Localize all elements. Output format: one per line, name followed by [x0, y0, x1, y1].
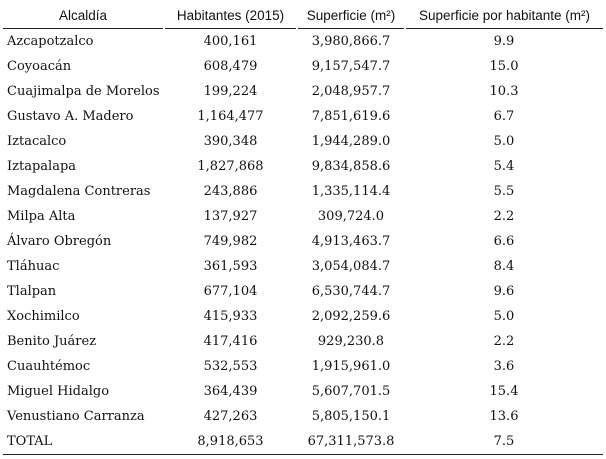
table-row: Iztacalco 390,348 1,944,289.0 5.0	[3, 129, 603, 154]
superficie-por-habitante-cell: 9.9	[493, 34, 515, 49]
superficie-por-habitante-cell: 5.4	[493, 159, 515, 174]
habitantes-cell: 243,886	[203, 184, 258, 199]
superficie-cell: 3,054,084.7	[311, 259, 391, 274]
total-alcaldia-cell: TOTAL	[3, 429, 164, 455]
superficie-cell: 9,157,547.7	[311, 59, 391, 74]
habitantes-cell: 1,164,477	[197, 109, 264, 124]
total-row: TOTAL 8,918,653 67,311,573.8 7.5	[3, 429, 603, 455]
alcaldia-cell: Álvaro Obregón	[7, 234, 112, 249]
alcaldia-cell: Venustiano Carranza	[7, 409, 145, 424]
superficie-cell: 9,834,858.6	[311, 159, 391, 174]
table-row: Cuajimalpa de Morelos 199,224 2,048,957.7 1…	[3, 79, 603, 104]
superficie-por-habitante-cell: 6.6	[493, 234, 515, 249]
alcaldia-cell: Iztacalco	[7, 134, 67, 149]
header-row: Alcaldía Habitantes (2015) Superficie (m…	[3, 3, 603, 29]
habitantes-cell: 390,348	[203, 134, 258, 149]
alcaldia-cell: Gustavo A. Madero	[7, 109, 134, 124]
superficie-cell: 3,980,866.7	[311, 34, 391, 49]
superficie-cell: 6,530,744.7	[311, 284, 391, 299]
alcaldia-cell: Miguel Hidalgo	[7, 384, 110, 399]
alcaldia-cell: Iztapalapa	[7, 159, 77, 174]
header-superficie-por-habitante: Superficie por habitante (m²)	[404, 3, 603, 29]
table-row: Cuauhtémoc 532,553 1,915,961.0 3.6	[3, 354, 603, 379]
table-body: Azcapotzalco 400,161 3,980,866.7 9.9 Coyoacá…	[3, 29, 603, 455]
habitantes-cell: 677,104	[203, 284, 258, 299]
superficie-cell: 1,944,289.0	[311, 134, 391, 149]
table-row: Milpa Alta 137,927 309,724.0 2.2	[3, 204, 603, 229]
habitantes-cell: 427,263	[203, 409, 258, 424]
superficie-cell: 1,915,961.0	[311, 359, 391, 374]
superficie-por-habitante-cell: 15.0	[489, 59, 519, 74]
alcaldia-cell: Magdalena Contreras	[7, 184, 151, 199]
superficie-cell: 929,230.8	[317, 334, 385, 349]
table-row: Tlalpan 677,104 6,530,744.7 9.6	[3, 279, 603, 304]
total-superficie-cell: 67,311,573.8	[297, 429, 405, 455]
table-row: Magdalena Contreras 243,886 1,335,114.4 5.5	[3, 179, 603, 204]
alcaldia-cell: Azcapotzalco	[7, 34, 94, 49]
superficie-por-habitante-cell: 13.6	[489, 409, 519, 424]
total-habitantes-cell: 8,918,653	[164, 429, 297, 455]
habitantes-cell: 137,927	[203, 209, 258, 224]
superficie-por-habitante-cell: 3.6	[493, 359, 515, 374]
superficie-por-habitante-cell: 5.0	[493, 309, 515, 324]
habitantes-cell: 361,593	[203, 259, 258, 274]
table-row: Tláhuac 361,593 3,054,084.7 8.4	[3, 254, 603, 279]
superficie-por-habitante-cell: 8.4	[493, 259, 515, 274]
superficie-cell: 5,805,150.1	[311, 409, 391, 424]
superficie-cell: 4,913,463.7	[311, 234, 391, 249]
habitantes-cell: 199,224	[203, 84, 258, 99]
table-row: Benito Juárez 417,416 929,230.8 2.2	[3, 329, 603, 354]
habitantes-cell: 415,933	[203, 309, 258, 324]
alcaldia-cell: Milpa Alta	[7, 209, 76, 224]
total-superficie-por-habitante-cell: 7.5	[405, 429, 603, 455]
table-row: Xochimilco 415,933 2,092,259.6 5.0	[3, 304, 603, 329]
alcaldia-cell: Tláhuac	[7, 259, 60, 274]
alcaldia-cell: Benito Juárez	[7, 334, 97, 349]
superficie-por-habitante-cell: 9.6	[493, 284, 515, 299]
alcaldia-cell: Xochimilco	[7, 309, 80, 324]
superficie-por-habitante-cell: 2.2	[493, 209, 515, 224]
table-row: Venustiano Carranza 427,263 5,805,150.1 13.…	[3, 404, 603, 429]
table-row: Miguel Hidalgo 364,439 5,607,701.5 15.4	[3, 379, 603, 404]
habitantes-cell: 364,439	[203, 384, 258, 399]
habitantes-cell: 417,416	[203, 334, 258, 349]
habitantes-cell: 1,827,868	[197, 159, 264, 174]
header-superficie: Superficie (m²)	[296, 3, 405, 29]
habitantes-cell: 749,982	[203, 234, 258, 249]
superficie-por-habitante-cell: 5.0	[493, 134, 515, 149]
alcaldia-cell: Tlalpan	[7, 284, 57, 299]
superficie-por-habitante-cell: 10.3	[489, 84, 519, 99]
habitantes-cell: 608,479	[203, 59, 258, 74]
table-row: Iztapalapa 1,827,868 9,834,858.6 5.4	[3, 154, 603, 179]
table-row: Gustavo A. Madero 1,164,477 7,851,619.6 6.7	[3, 104, 603, 129]
superficie-cell: 7,851,619.6	[311, 109, 391, 124]
table-row: Azcapotzalco 400,161 3,980,866.7 9.9	[3, 29, 603, 55]
header-habitantes: Habitantes (2015)	[163, 3, 297, 29]
habitantes-cell: 400,161	[203, 34, 258, 49]
table-row: Álvaro Obregón 749,982 4,913,463.7 6.6	[3, 229, 603, 254]
superficie-cell: 309,724.0	[317, 209, 385, 224]
alcaldias-table: Alcaldía Habitantes (2015) Superficie (m…	[3, 3, 603, 455]
alcaldia-cell: Cuauhtémoc	[7, 359, 91, 374]
superficie-por-habitante-cell: 15.4	[489, 384, 519, 399]
header-alcaldia: Alcaldía	[3, 3, 164, 29]
superficie-por-habitante-cell: 2.2	[493, 334, 515, 349]
superficie-por-habitante-cell: 5.5	[493, 184, 515, 199]
alcaldia-cell: Cuajimalpa de Morelos	[7, 84, 160, 99]
habitantes-cell: 532,553	[203, 359, 258, 374]
superficie-cell: 2,048,957.7	[311, 84, 391, 99]
alcaldia-cell: Coyoacán	[7, 59, 72, 74]
table-row: Coyoacán 608,479 9,157,547.7 15.0	[3, 54, 603, 79]
superficie-cell: 5,607,701.5	[311, 384, 391, 399]
superficie-cell: 2,092,259.6	[311, 309, 391, 324]
superficie-por-habitante-cell: 6.7	[493, 109, 515, 124]
superficie-cell: 1,335,114.4	[311, 184, 391, 199]
